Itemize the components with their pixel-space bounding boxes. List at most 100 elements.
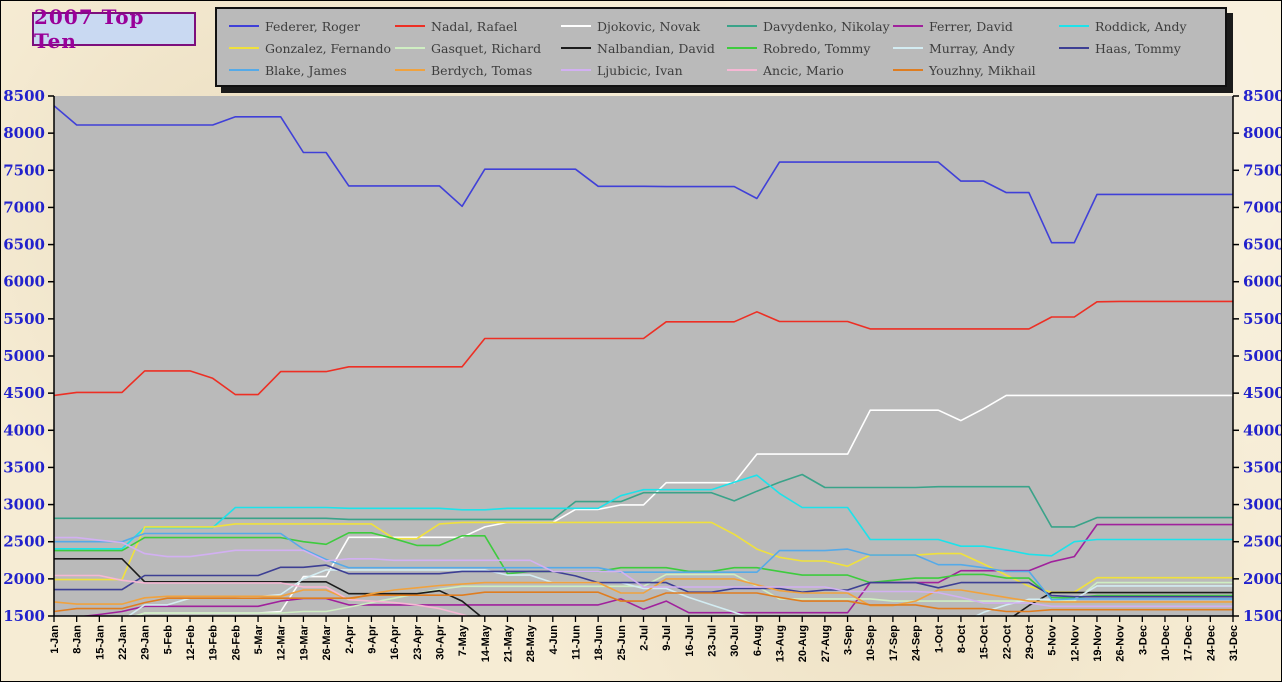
legend-item-youzhny[interactable]: Youzhny, Mikhail <box>893 59 1059 81</box>
y-axis-label-left: 6500 <box>3 236 45 254</box>
x-axis-label: 3-Sep <box>843 625 855 655</box>
x-axis-label: 3-Dec <box>1137 625 1149 655</box>
x-axis-label: 30-Apr <box>434 624 446 660</box>
x-axis-label: 12-Mar <box>276 624 288 660</box>
y-axis-label-right: 7500 <box>1243 161 1282 179</box>
legend-label: Roddick, Andy <box>1095 18 1187 34</box>
legend-item-ljubicic[interactable]: Ljubicic, Ivan <box>561 59 727 81</box>
legend-label: Youzhny, Mikhail <box>929 62 1036 78</box>
x-axis-label: 12-Feb <box>185 625 197 661</box>
x-axis-label: 1-Jan <box>49 625 61 654</box>
legend-label: Gasquet, Richard <box>431 40 542 56</box>
legend-item-robredo[interactable]: Robredo, Tommy <box>727 37 893 59</box>
chart-legend[interactable]: Federer, Roger Nadal, Rafael Djokovic, Nov… <box>215 7 1227 87</box>
series-line-federer[interactable] <box>54 105 1233 244</box>
x-axis-label: 30-Jul <box>729 625 741 657</box>
y-axis-label-left: 3500 <box>3 458 45 476</box>
legend-label: Berdych, Tomas <box>431 62 533 78</box>
plot-area[interactable] <box>54 96 1233 616</box>
legend-line-swatch <box>727 25 757 27</box>
legend-item-berdych[interactable]: Berdych, Tomas <box>395 59 561 81</box>
legend-line-swatch <box>395 25 425 27</box>
legend-line-swatch <box>395 47 425 49</box>
x-axis-label: 22-Oct <box>1001 625 1013 660</box>
x-axis-label: 31-Dec <box>1228 625 1240 661</box>
legend-item-federer[interactable]: Federer, Roger <box>229 15 395 37</box>
series-line-roddick[interactable] <box>54 474 1233 557</box>
x-axis-label: 2-Apr <box>344 624 356 653</box>
legend-label: Blake, James <box>265 62 347 78</box>
legend-item-ferrer[interactable]: Ferrer, David <box>893 15 1059 37</box>
legend-item-djokovic[interactable]: Djokovic, Novak <box>561 15 727 37</box>
x-axis-label: 22-Jan <box>117 625 129 660</box>
x-axis-label: 26-Nov <box>1115 624 1127 662</box>
x-axis-label: 17-Dec <box>1183 625 1195 661</box>
y-axis-label-right: 5000 <box>1243 347 1282 365</box>
series-line-ferrer[interactable] <box>54 523 1233 618</box>
y-axis-label-right: 6000 <box>1243 273 1282 291</box>
legend-item-blake[interactable]: Blake, James <box>229 59 395 81</box>
x-axis-label: 19-Mar <box>298 624 310 660</box>
legend-line-swatch <box>893 47 923 49</box>
x-axis-label: 13-Aug <box>775 625 787 662</box>
y-axis-label-right: 4000 <box>1243 421 1282 439</box>
legend-line-swatch <box>561 69 591 71</box>
legend-item-nalbandian[interactable]: Nalbandian, David <box>561 37 727 59</box>
y-axis-label-left: 7000 <box>3 198 45 216</box>
y-axis-label-right: 8500 <box>1243 87 1282 105</box>
series-line-murray[interactable] <box>54 569 1233 626</box>
legend-item-ancic[interactable]: Ancic, Mario <box>727 59 893 81</box>
legend-item-gasquet[interactable]: Gasquet, Richard <box>395 37 561 59</box>
legend-item-roddick[interactable]: Roddick, Andy <box>1059 15 1225 37</box>
legend-item-gonzalez[interactable]: Gonzalez, Fernando <box>229 37 395 59</box>
legend-label: Djokovic, Novak <box>597 18 701 34</box>
series-line-blake[interactable] <box>54 532 1233 601</box>
legend-item-davydenko[interactable]: Davydenko, Nikolay <box>727 15 893 37</box>
y-axis-label-left: 7500 <box>3 161 45 179</box>
x-axis-label: 6-Aug <box>752 625 764 656</box>
legend-line-swatch <box>395 69 425 71</box>
y-axis-label-right: 2500 <box>1243 533 1282 551</box>
x-axis-label: 5-Nov <box>1047 624 1059 655</box>
series-lines-group <box>54 105 1233 626</box>
series-line-youzhny[interactable] <box>54 591 1233 613</box>
series-line-nadal[interactable] <box>54 300 1233 397</box>
series-line-gonzalez[interactable] <box>54 521 1233 594</box>
legend-label: Nalbandian, David <box>597 40 715 56</box>
y-axis-label-right: 8000 <box>1243 124 1282 142</box>
x-axis-label: 9-Apr <box>366 624 378 653</box>
x-axis-label: 21-May <box>502 624 514 662</box>
legend-line-swatch <box>727 47 757 49</box>
series-line-ljubicic[interactable] <box>54 536 1233 608</box>
y-axis-label-left: 4500 <box>3 384 45 402</box>
series-line-berdych[interactable] <box>54 578 1233 607</box>
x-axis-label: 20-Aug <box>797 625 809 662</box>
legend-item-haas[interactable]: Haas, Tommy <box>1059 37 1225 59</box>
series-line-ancic[interactable] <box>54 574 1233 624</box>
x-axis-label: 24-Sep <box>911 625 923 661</box>
legend-item-nadal[interactable]: Nadal, Rafael <box>395 15 561 37</box>
x-axis-label: 15-Jan <box>94 625 106 660</box>
y-axis-label-left: 3000 <box>3 496 45 514</box>
x-axis-label: 27-Aug <box>820 625 832 662</box>
y-axis-label-right: 2000 <box>1243 570 1282 588</box>
series-line-haas[interactable] <box>54 564 1233 598</box>
x-axis-label: 19-Nov <box>1092 624 1104 662</box>
x-axis-label: 26-Mar <box>321 624 333 660</box>
legend-line-swatch <box>561 47 591 49</box>
x-axis-label: 26-Feb <box>230 625 242 661</box>
y-axis-label-left: 5000 <box>3 347 45 365</box>
series-line-robredo[interactable] <box>54 531 1233 599</box>
x-axis-label: 29-Oct <box>1024 625 1036 660</box>
legend-label: Haas, Tommy <box>1095 40 1181 56</box>
x-axis-label: 29-Jan <box>140 625 152 660</box>
legend-label: Ancic, Mario <box>763 62 844 78</box>
y-axis-label-left: 6000 <box>3 273 45 291</box>
legend-item-murray[interactable]: Murray, Andy <box>893 37 1059 59</box>
legend-line-swatch <box>229 69 259 71</box>
y-axis-label-left: 2500 <box>3 533 45 551</box>
y-axis-label-left: 8500 <box>3 87 45 105</box>
series-line-davydenko[interactable] <box>54 473 1233 528</box>
